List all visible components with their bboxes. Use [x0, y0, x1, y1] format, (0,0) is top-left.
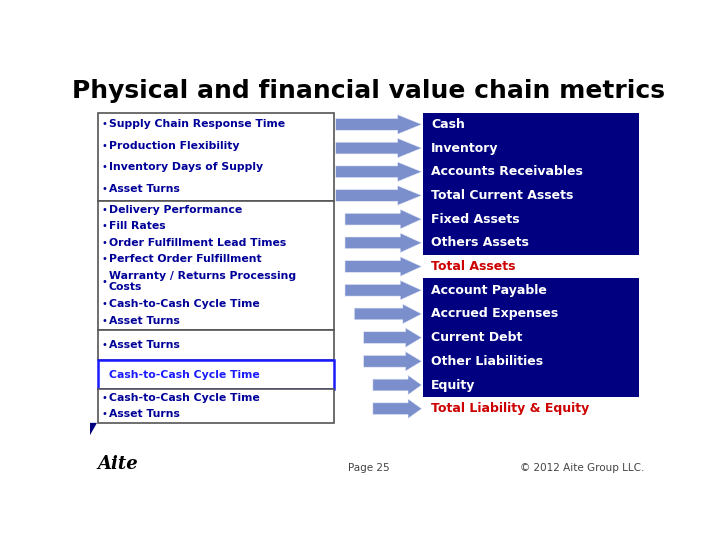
Polygon shape [345, 280, 422, 300]
Text: •: • [102, 238, 107, 248]
Polygon shape [336, 114, 422, 134]
Polygon shape [90, 423, 97, 435]
Text: Physical and financial value chain metrics: Physical and financial value chain metri… [73, 79, 665, 103]
Polygon shape [336, 186, 422, 205]
Bar [98, 200, 334, 330]
Polygon shape [373, 375, 422, 395]
Polygon shape [354, 304, 422, 323]
Polygon shape [373, 399, 422, 418]
Text: Aite: Aite [98, 455, 138, 473]
Text: Fixed Assets: Fixed Assets [431, 213, 520, 226]
Text: Perfect Order Fulfillment: Perfect Order Fulfillment [109, 254, 261, 264]
Text: Cash: Cash [431, 118, 465, 131]
Text: Others Assets: Others Assets [431, 237, 529, 249]
Text: •: • [102, 221, 107, 231]
Text: Total Current Assets: Total Current Assets [431, 189, 573, 202]
Text: Inventory Days of Supply: Inventory Days of Supply [109, 163, 263, 172]
Text: Accounts Receivables: Accounts Receivables [431, 165, 583, 178]
Polygon shape [345, 233, 422, 253]
Text: Cash-to-Cash Cycle Time: Cash-to-Cash Cycle Time [109, 370, 259, 380]
Text: Asset Turns: Asset Turns [109, 340, 179, 350]
Text: Other Liabilities: Other Liabilities [431, 355, 543, 368]
Text: Total Assets: Total Assets [431, 260, 516, 273]
Polygon shape [364, 328, 422, 347]
Polygon shape [336, 162, 422, 181]
Bar [423, 255, 639, 279]
Text: Delivery Performance: Delivery Performance [109, 205, 242, 215]
Text: •: • [102, 141, 107, 151]
Text: Asset Turns: Asset Turns [109, 316, 179, 326]
Polygon shape [364, 352, 422, 371]
Text: •: • [102, 393, 107, 403]
Text: •: • [102, 163, 107, 172]
Text: Page 25: Page 25 [348, 463, 390, 473]
Text: •: • [102, 205, 107, 215]
Text: Warranty / Returns Processing
Costs: Warranty / Returns Processing Costs [109, 271, 296, 293]
Bar [98, 112, 334, 200]
Bar [98, 330, 334, 361]
Text: •: • [102, 119, 107, 129]
Text: © 2012 Aite Group LLC.: © 2012 Aite Group LLC. [520, 463, 644, 473]
Text: Asset Turns: Asset Turns [109, 409, 179, 419]
Text: Cash-to-Cash Cycle Time: Cash-to-Cash Cycle Time [109, 393, 259, 403]
Bar [98, 389, 334, 423]
Text: Inventory: Inventory [431, 141, 498, 154]
Polygon shape [336, 138, 422, 158]
Text: Total Liability & Equity: Total Liability & Equity [431, 402, 589, 415]
Text: Accrued Expenses: Accrued Expenses [431, 307, 558, 320]
Polygon shape [345, 256, 422, 276]
Text: Order Fulfillment Lead Times: Order Fulfillment Lead Times [109, 238, 286, 248]
Text: Fill Rates: Fill Rates [109, 221, 165, 231]
Text: •: • [102, 276, 107, 287]
Text: •: • [102, 184, 107, 194]
Text: Cash-to-Cash Cycle Time: Cash-to-Cash Cycle Time [109, 299, 259, 309]
Text: •: • [102, 340, 107, 350]
Text: Supply Chain Response Time: Supply Chain Response Time [109, 119, 284, 129]
Text: Equity: Equity [431, 379, 475, 392]
Text: •: • [102, 299, 107, 309]
Text: Account Payable: Account Payable [431, 284, 547, 297]
Text: •: • [102, 316, 107, 326]
Polygon shape [345, 210, 422, 229]
Bar [98, 361, 334, 389]
Text: •: • [102, 254, 107, 264]
Bar [423, 112, 639, 421]
Text: •: • [102, 409, 107, 419]
Bar [423, 397, 639, 421]
Text: Current Debt: Current Debt [431, 331, 523, 344]
Text: Production Flexibility: Production Flexibility [109, 141, 239, 151]
Text: Asset Turns: Asset Turns [109, 184, 179, 194]
